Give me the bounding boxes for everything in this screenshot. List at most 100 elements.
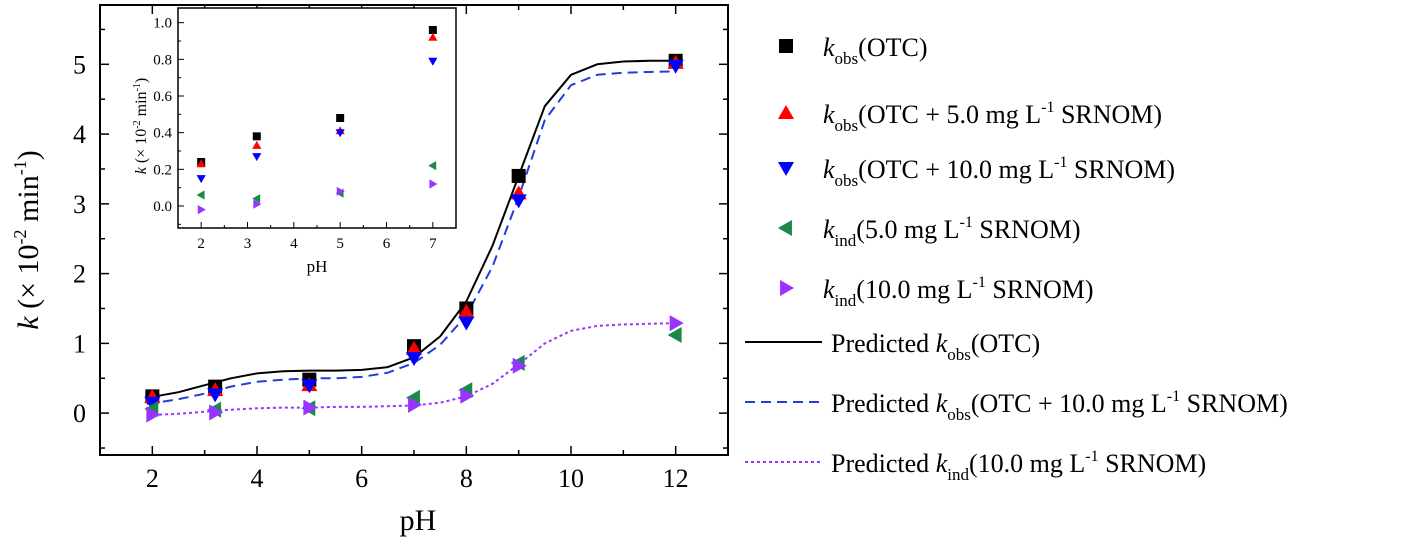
legend-label-3: kobs(OTC + 10.0 mg L-1 SRNOM) <box>823 154 1175 190</box>
legend-line-label-2-text: (OTC + 10.0 mg L <box>971 389 1167 418</box>
series-3-point <box>301 379 318 394</box>
y-tick-label: 1 <box>73 329 86 358</box>
legend-label-5-symbol: k <box>823 275 835 304</box>
inset-series-5-point <box>253 199 262 209</box>
legend-label-2-symbol: k <box>823 100 835 129</box>
legend-label-1: kobs(OTC) <box>823 33 928 68</box>
inset-series-3-point <box>428 57 438 66</box>
series-5-point <box>303 399 318 416</box>
inset-y-axis-label-unit: min <box>133 91 150 120</box>
inset-x-tick-label: 5 <box>336 236 344 252</box>
inset-y-axis-label-text: (× 10 <box>133 129 150 167</box>
inset-series-5-point <box>197 205 206 215</box>
legend-line-label-3: Predicted kind(10.0 mg L-1 SRNOM) <box>831 448 1206 484</box>
inset-series-4-point <box>196 190 205 200</box>
legend-label-1-text: (OTC) <box>858 33 927 62</box>
legend-label-3-suffix: SRNOM) <box>1067 155 1175 184</box>
legend-label-3-symbol: k <box>823 155 835 184</box>
series-4-point <box>667 326 682 344</box>
legend-label-5-text: (10.0 mg L <box>856 275 972 304</box>
inset-y-tick-label: 0.4 <box>153 126 172 142</box>
inset-y-tick-label: 0.8 <box>153 52 172 68</box>
fit-line-2 <box>146 70 676 406</box>
inset-series-2-point <box>428 32 438 41</box>
series-5-point <box>460 387 475 404</box>
y-axis-label-text: (× 10 <box>12 244 45 316</box>
x-axis-label: pH <box>400 504 437 537</box>
legend-marker-4 <box>777 219 792 237</box>
legend-label-5-superscript: -1 <box>973 274 986 291</box>
legend-line-label-3-suffix: SRNOM) <box>1099 449 1207 478</box>
inset-y-tick-label: 0.0 <box>153 199 172 215</box>
legend-line-label-1-text: (OTC) <box>971 329 1040 358</box>
legend-marker-3 <box>777 162 795 177</box>
legend-label-2-suffix: SRNOM) <box>1054 100 1162 129</box>
legend-label-3-subscript: obs <box>835 171 859 190</box>
legend-line-label-3-subscript: ind <box>947 465 969 484</box>
legend-line-label-3-prefix: Predicted <box>831 449 936 478</box>
fit-line-3 <box>147 322 676 417</box>
inset-series-4-point <box>252 194 261 204</box>
series-5-point <box>669 315 684 332</box>
series-3-point <box>667 59 684 74</box>
legend-line-label-2-suffix: SRNOM) <box>1180 389 1288 418</box>
series-3-point <box>144 396 161 411</box>
legend-marker-1 <box>779 39 793 53</box>
x-tick-label: 8 <box>460 464 473 493</box>
inset-series-2-point <box>252 140 262 149</box>
inset-y-axis-label-sup: -2 <box>132 120 143 128</box>
y-tick-label: 2 <box>73 260 86 289</box>
legend-label-3-superscript: -1 <box>1054 154 1067 171</box>
y-tick-label: 0 <box>73 399 86 428</box>
legend-line-label-3-superscript: -1 <box>1085 448 1098 465</box>
y-axis-label-close: ) <box>12 150 45 160</box>
series-3-point <box>458 316 475 331</box>
legend-label-4-subscript: ind <box>835 231 857 250</box>
legend-label-2-text: (OTC + 5.0 mg L <box>858 100 1041 129</box>
series-5-point <box>146 406 161 423</box>
inset-x-tick-label: 3 <box>244 236 252 252</box>
legend: kobs(OTC)kobs(OTC + 5.0 mg L-1 SRNOM)kob… <box>745 33 1288 484</box>
legend-line-label-2: Predicted kobs(OTC + 10.0 mg L-1 SRNOM) <box>831 388 1288 424</box>
x-tick-label: 10 <box>558 464 584 493</box>
legend-label-5-suffix: SRNOM) <box>986 275 1094 304</box>
inset-series-2-point <box>196 159 206 168</box>
x-tick-label: 6 <box>355 464 368 493</box>
legend-label-4: kind(5.0 mg L-1 SRNOM) <box>823 214 1081 250</box>
y-axis-label: k (× 10-2 min-1) <box>10 150 45 329</box>
legend-label-5: kind(10.0 mg L-1 SRNOM) <box>823 274 1094 310</box>
legend-label-4-superscript: -1 <box>960 214 973 231</box>
inset-y-axis-label: k (× 10-2 min-1) <box>132 78 150 174</box>
inset-x-tick-label: 7 <box>429 236 437 252</box>
y-tick-label: 4 <box>73 120 86 149</box>
series-3-point <box>207 388 224 403</box>
legend-label-2-superscript: -1 <box>1041 99 1054 116</box>
x-tick-label: 2 <box>146 464 159 493</box>
inset-y-axis-label-close: ) <box>133 78 150 83</box>
legend-label-1-subscript: obs <box>835 49 859 68</box>
x-tick-label: 4 <box>251 464 264 493</box>
series-5-point <box>408 396 423 413</box>
legend-label-4-symbol: k <box>823 215 835 244</box>
inset-series-1-point <box>428 26 437 34</box>
inset-series-3-point <box>196 175 206 184</box>
y-axis-label-unit: min <box>12 175 45 229</box>
inset-frame <box>177 7 457 229</box>
legend-line-label-3-text: (10.0 mg L <box>969 449 1085 478</box>
inset-x-tick-label: 4 <box>290 236 298 252</box>
legend-line-label-2-symbol: k <box>936 389 948 418</box>
legend-line-label-1-symbol: k <box>936 329 948 358</box>
inset-x-tick-label: 6 <box>383 236 391 252</box>
series-3-point <box>510 194 527 209</box>
legend-line-label-1-subscript: obs <box>947 345 971 364</box>
legend-label-4-suffix: SRNOM) <box>973 215 1081 244</box>
y-tick-label: 3 <box>73 190 86 219</box>
legend-marker-5 <box>780 279 795 297</box>
legend-label-2: kobs(OTC + 5.0 mg L-1 SRNOM) <box>823 99 1162 135</box>
legend-line-label-2-superscript: -1 <box>1167 388 1180 405</box>
series-5-point <box>209 404 224 421</box>
x-tick-label: 12 <box>663 464 689 493</box>
series-5-point <box>512 357 527 374</box>
